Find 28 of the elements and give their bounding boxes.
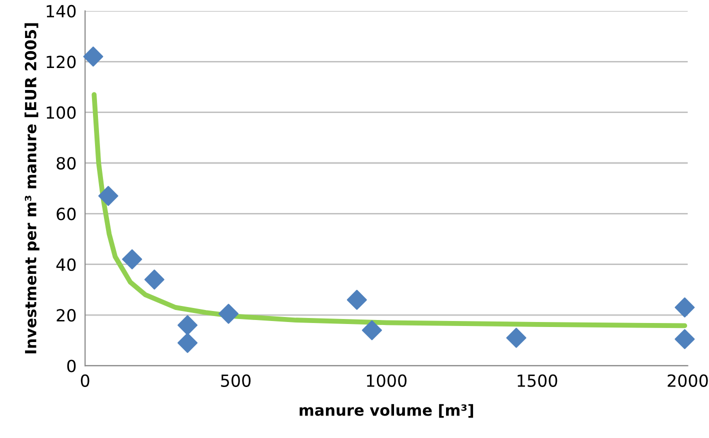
point (98, 186, 118, 206)
x-tick-label: 1500 (518, 374, 558, 387)
x-axis-title: manure volume [m³] (300, 404, 474, 418)
y-tick-label: 120 (46, 56, 76, 68)
point (674, 297, 695, 318)
x-tick-label: 0 (80, 374, 90, 387)
point (218, 304, 239, 324)
point (122, 249, 142, 270)
line-series (92, 92, 688, 328)
y-tick-label: 40 (56, 258, 76, 271)
y-axis-title: Investment per m³ manure [EUR 2005] (24, 23, 40, 354)
point (506, 328, 526, 348)
x-tick-label: 500 (221, 374, 251, 387)
x-tick-label: 1000 (367, 374, 407, 387)
y-tick-label: 100 (46, 106, 76, 119)
point (178, 315, 198, 336)
y-tick-label: 140 (46, 4, 76, 18)
point (178, 332, 198, 353)
y-tick-label: 80 (56, 156, 76, 170)
y-tick-label: 60 (56, 208, 76, 220)
point (346, 290, 367, 310)
x-tick-label: 2000 (668, 374, 708, 387)
y-tick-label: 20 (56, 309, 76, 322)
point (362, 320, 382, 340)
point (674, 329, 695, 350)
point (144, 270, 164, 290)
point (83, 46, 104, 67)
y-tick-label: 0 (67, 360, 76, 372)
